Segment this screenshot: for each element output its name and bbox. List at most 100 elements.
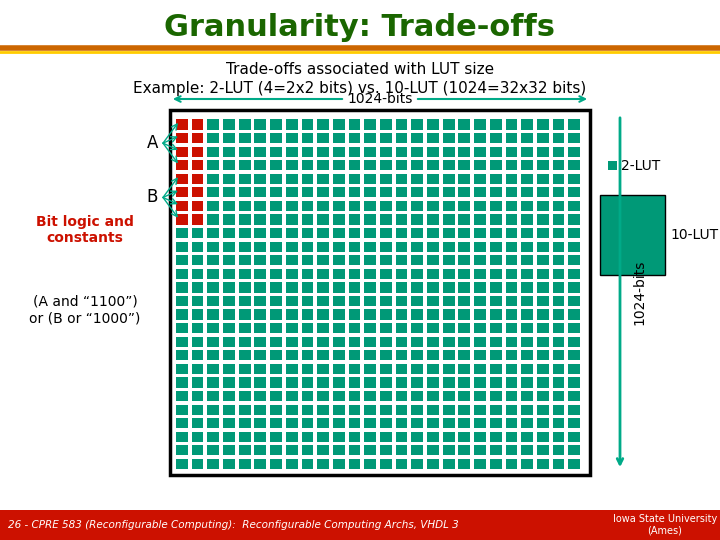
Bar [474,350,486,360]
Bar [521,404,533,415]
Bar [239,323,251,333]
Bar [427,323,439,333]
Bar [318,160,329,170]
Bar [568,255,580,265]
Bar [286,282,297,293]
Bar [537,350,549,360]
Bar [490,296,502,306]
Bar [474,228,486,238]
Bar [396,431,408,442]
Bar [459,459,470,469]
Bar [239,174,251,184]
Bar [553,201,564,211]
Bar [443,446,454,455]
Bar [568,146,580,157]
Bar [239,336,251,347]
Bar [380,282,392,293]
Bar [333,146,345,157]
Bar [254,282,266,293]
Bar [427,309,439,320]
Bar [537,431,549,442]
Bar [380,174,392,184]
Bar [443,309,454,320]
Bar [254,350,266,360]
Bar [348,446,361,455]
Bar [568,160,580,170]
Bar [521,255,533,265]
Bar [380,119,392,130]
Bar [333,364,345,374]
Bar [192,255,204,265]
Bar [537,336,549,347]
Bar [521,431,533,442]
Bar [505,404,517,415]
Bar [568,377,580,388]
Bar [443,323,454,333]
Bar [490,255,502,265]
Bar [348,214,361,225]
Bar [192,404,204,415]
Bar [396,241,408,252]
Bar [207,418,219,428]
Bar [207,214,219,225]
Bar [474,201,486,211]
Bar [553,228,564,238]
Bar [505,201,517,211]
Bar [396,269,408,279]
Bar [270,296,282,306]
Bar [380,431,392,442]
Bar [380,350,392,360]
Bar [239,187,251,198]
Bar [223,446,235,455]
Bar [459,201,470,211]
Bar [364,119,376,130]
Bar [239,377,251,388]
Bar [333,174,345,184]
Bar [286,446,297,455]
Bar [568,296,580,306]
Bar [568,119,580,130]
Bar [318,241,329,252]
Bar [239,350,251,360]
Bar [333,418,345,428]
Bar [537,269,549,279]
Bar [443,228,454,238]
Bar [270,431,282,442]
Bar [474,187,486,198]
Bar [490,146,502,157]
Bar [490,201,502,211]
Bar [411,241,423,252]
Bar [207,391,219,401]
Bar [459,133,470,143]
Bar [411,255,423,265]
Bar [254,309,266,320]
Bar [254,255,266,265]
Bar [302,431,313,442]
Bar [286,187,297,198]
Bar [348,201,361,211]
Bar [537,404,549,415]
Bar [333,309,345,320]
Bar [318,282,329,293]
Bar [270,282,282,293]
Bar [427,431,439,442]
Bar [568,336,580,347]
Bar [207,323,219,333]
Bar [333,269,345,279]
Bar [348,269,361,279]
Bar [505,323,517,333]
Bar [348,133,361,143]
Bar [333,214,345,225]
Bar [459,350,470,360]
Bar [396,296,408,306]
Bar [270,133,282,143]
Bar [302,309,313,320]
Bar [411,391,423,401]
Bar [254,133,266,143]
Bar [568,187,580,198]
Bar [223,241,235,252]
Bar [568,323,580,333]
Bar [396,364,408,374]
Bar [348,119,361,130]
Bar [192,187,204,198]
